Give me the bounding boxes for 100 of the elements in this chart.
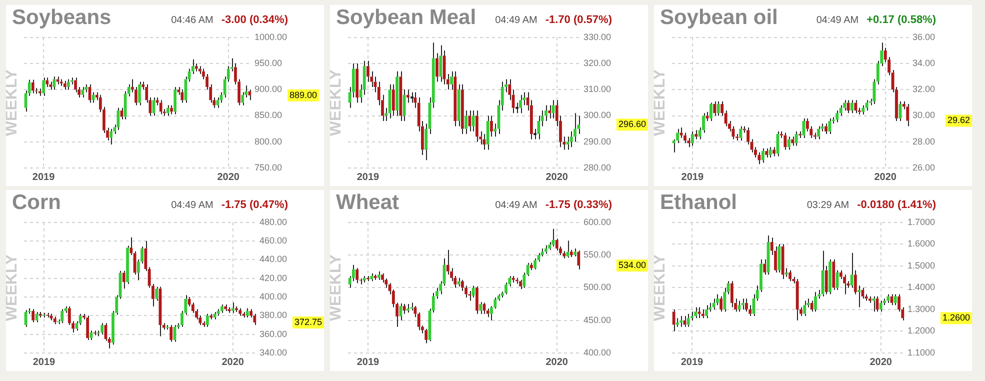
- candlestick: [238, 78, 240, 106]
- candlestick: [81, 86, 84, 98]
- candlestick: [810, 126, 813, 138]
- candlestick: [562, 250, 566, 259]
- candlestick: [241, 92, 244, 106]
- candlestick: [42, 77, 45, 96]
- y-tick-label: 360.00: [259, 328, 288, 339]
- candlestick: [862, 104, 865, 115]
- y-tick-label: 290.00: [583, 136, 612, 146]
- candlestick: [577, 115, 580, 135]
- candlestick: [67, 78, 70, 90]
- candlestick: [464, 110, 468, 135]
- candlestick: [690, 311, 694, 321]
- x-tick-label: 2019: [680, 356, 704, 368]
- candlestick: [460, 84, 464, 135]
- candlestick: [858, 107, 861, 115]
- candlestick: [209, 84, 212, 104]
- candlestick: [224, 304, 228, 312]
- candlestick: [230, 58, 234, 72]
- candlestick: [436, 287, 438, 300]
- candlestick: [402, 304, 406, 314]
- x-tick-label: 2019: [32, 172, 56, 183]
- candlestick: [690, 130, 694, 146]
- candlestick: [698, 306, 701, 319]
- candlestick: [839, 104, 842, 116]
- candlestick: [126, 245, 129, 284]
- candlestick: [574, 248, 576, 257]
- y-tick-label: 420.00: [259, 272, 288, 283]
- chart-title: Soybean oil: [660, 6, 778, 29]
- candlestick: [406, 304, 410, 314]
- candlestick: [352, 264, 355, 282]
- y-tick-label: 1.1000: [907, 347, 936, 358]
- candlestick: [454, 275, 457, 288]
- candlestick: [362, 60, 366, 96]
- y-tick-label: 600.00: [583, 216, 612, 227]
- text: 29.62: [947, 115, 970, 126]
- y-tick-label: 28.00: [912, 136, 936, 146]
- candlestick: [504, 78, 508, 93]
- candlestick: [530, 100, 533, 140]
- chart-title: Wheat: [336, 191, 399, 214]
- text: +0.17 (0.58%): [866, 14, 936, 28]
- candlestick: [180, 89, 184, 104]
- y-tick-label: 750.00: [254, 162, 282, 172]
- candlestick: [24, 310, 28, 328]
- candlestick: [52, 76, 56, 90]
- y-tick-label: 320.00: [583, 58, 612, 68]
- candlestick: [90, 330, 93, 340]
- candlestick: [100, 322, 104, 335]
- text: -1.70 (0.57%): [545, 14, 612, 28]
- candlestick: [244, 84, 248, 98]
- y-tick-label: 900.00: [254, 84, 282, 94]
- y-tick-label: 1.7000: [907, 216, 936, 227]
- y-tick-label: 1.3000: [907, 304, 936, 314]
- x-tick-label: 2020: [870, 356, 892, 368]
- candlestick: [138, 81, 141, 106]
- candlestick: [31, 79, 34, 94]
- candlestick: [519, 94, 522, 114]
- candlestick: [195, 308, 198, 320]
- candlestick: [446, 73, 450, 90]
- candlestick: [741, 298, 744, 310]
- x-tick-label: 2019: [356, 172, 380, 183]
- candlestick: [370, 70, 374, 88]
- y-tick-label: 1.2000: [907, 326, 936, 336]
- candlestick: [140, 246, 144, 264]
- y-tick-label: 26.00: [912, 162, 936, 172]
- y-tick-label: 850.00: [254, 110, 282, 120]
- candlestick: [106, 127, 109, 141]
- candlestick: [680, 127, 683, 138]
- y-tick-label: 330.00: [583, 32, 612, 42]
- y-tick-label: 1000.00: [254, 32, 288, 42]
- candlestick: [577, 250, 580, 270]
- candlestick: [170, 324, 173, 342]
- candlestick: [858, 285, 861, 308]
- x-tick-label: 2019: [681, 172, 704, 183]
- text: 372.75: [294, 316, 322, 327]
- candlestick: [500, 81, 504, 112]
- candlestick: [676, 318, 679, 328]
- candlestick: [687, 137, 690, 148]
- candlestick: [53, 316, 56, 325]
- candlestick: [450, 70, 453, 90]
- candlestick: [475, 110, 478, 142]
- candlestick: [828, 118, 832, 135]
- candlestick: [63, 80, 66, 90]
- candlestick: [739, 126, 742, 142]
- candlestick: [396, 302, 398, 328]
- text: -1.75 (0.47%): [221, 199, 288, 213]
- candlestick: [479, 130, 482, 145]
- text: -1.75 (0.33%): [545, 199, 612, 213]
- y-tick-label: 32.00: [912, 84, 936, 94]
- candlestick: [450, 268, 453, 282]
- candlestick: [246, 308, 249, 318]
- candlestick: [508, 275, 512, 287]
- text: 889.00: [289, 90, 317, 100]
- text: -0.0180 (1.41%): [857, 199, 936, 213]
- candlestick: [684, 132, 686, 144]
- candlestick: [151, 283, 154, 307]
- y-tick-label: 400.00: [583, 347, 612, 358]
- candlestick: [439, 44, 442, 82]
- y-tick-label: 450.00: [583, 314, 612, 325]
- candlestick: [730, 280, 734, 308]
